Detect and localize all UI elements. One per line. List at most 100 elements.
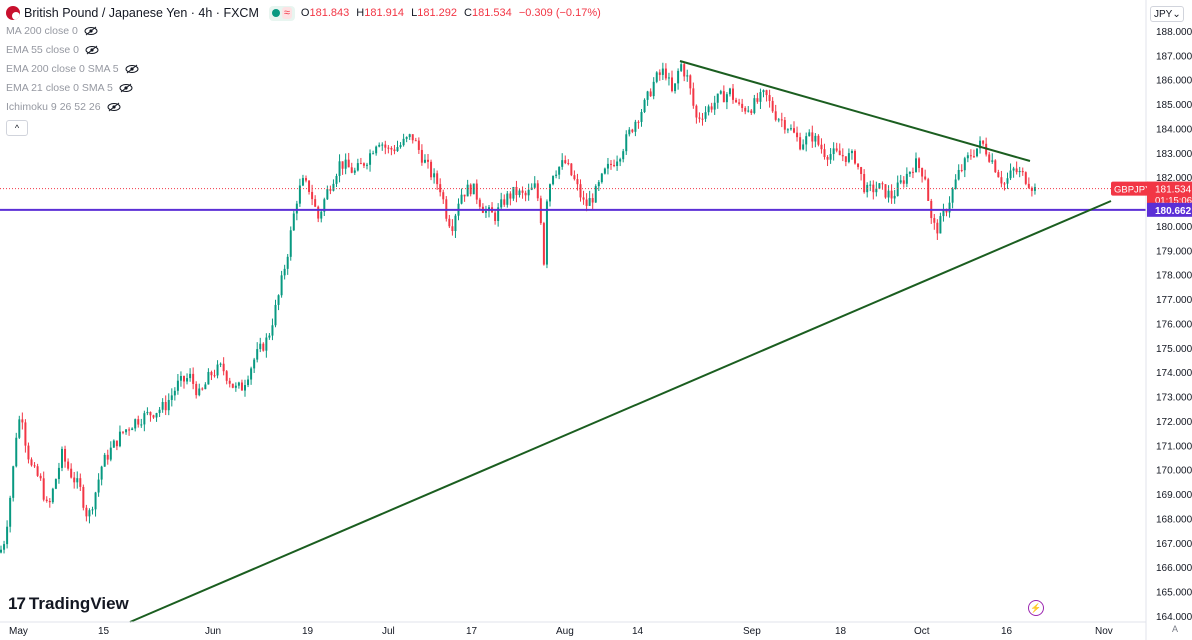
currency-label: JPY	[1154, 8, 1173, 20]
price-tick-label: 184.000	[1156, 124, 1192, 135]
candle-body	[329, 189, 332, 191]
candle-body	[890, 190, 893, 199]
price-axis-bg	[1146, 0, 1192, 640]
candle-body	[841, 155, 844, 157]
candle-body	[27, 445, 30, 460]
price-tick-label: 164.000	[1156, 612, 1192, 623]
candle-body	[271, 325, 274, 336]
candle-body	[887, 190, 890, 198]
candle-body	[963, 158, 966, 171]
chevron-down-icon: ⌄	[1172, 8, 1181, 20]
lightning-icon[interactable]: ⚡	[1028, 600, 1044, 616]
candle-body	[67, 461, 70, 469]
currency-selector[interactable]: JPY ⌄	[1150, 6, 1184, 22]
price-tick-label: 178.000	[1156, 271, 1192, 282]
price-tick-label: 169.000	[1156, 490, 1192, 501]
candle-body	[649, 91, 652, 97]
hidden-eye-icon[interactable]	[125, 64, 139, 74]
candle-body	[57, 467, 60, 480]
candle-body	[323, 199, 326, 212]
candle-body	[152, 415, 155, 418]
candle-body	[36, 466, 39, 476]
candle-body	[204, 384, 207, 390]
open-value: 181.843	[309, 7, 350, 19]
candle-body	[125, 429, 128, 433]
candle-body	[399, 145, 402, 148]
candle-body	[30, 459, 33, 466]
candle-body	[277, 295, 280, 305]
candle-body	[366, 164, 368, 166]
hline-price-tag: 180.662	[1155, 206, 1192, 217]
candle-body	[231, 383, 234, 388]
hidden-eye-icon[interactable]	[85, 45, 99, 55]
candle-body	[628, 129, 631, 135]
candle-body	[497, 207, 500, 221]
candle-body	[655, 72, 658, 82]
candle-body	[442, 192, 445, 200]
candle-body	[762, 90, 765, 93]
price-tick-label: 185.000	[1156, 100, 1192, 111]
candle-body	[735, 99, 738, 103]
candle-body	[1027, 183, 1030, 188]
candle-body	[384, 144, 387, 148]
candle-body	[857, 163, 860, 168]
candle-body	[924, 176, 927, 180]
price-tick-label: 186.000	[1156, 76, 1192, 87]
candle-body	[73, 477, 76, 483]
candle-body	[308, 180, 311, 192]
candle-body	[265, 337, 268, 351]
candle-body	[701, 118, 704, 120]
symbol-title[interactable]: British Pound / Japanese Yen · 4h · FXCM	[24, 6, 259, 20]
candle-body	[192, 373, 195, 384]
candle-body	[372, 153, 375, 155]
candle-body	[969, 155, 972, 157]
indicator-row[interactable]: Ichimoku 9 26 52 26	[6, 97, 605, 116]
candle-body	[600, 173, 603, 183]
candle-body	[280, 275, 283, 296]
hidden-eye-icon[interactable]	[119, 83, 133, 93]
indicator-row[interactable]: EMA 21 close 0 SMA 5	[6, 78, 605, 97]
candle-body	[39, 475, 42, 479]
auto-scale-button[interactable]: A	[1172, 624, 1179, 634]
candle-body	[564, 160, 567, 164]
market-status-badge[interactable]: ≈	[268, 5, 295, 21]
candle-body	[622, 151, 625, 160]
candle-body	[451, 226, 454, 232]
candle-body	[948, 202, 951, 213]
candle-body	[0, 549, 2, 553]
hidden-eye-icon[interactable]	[84, 26, 98, 36]
candle-body	[640, 111, 643, 122]
indicator-row[interactable]: EMA 200 close 0 SMA 5	[6, 60, 605, 79]
hidden-eye-icon[interactable]	[107, 102, 121, 112]
candle-body	[18, 419, 21, 438]
candle-body	[658, 72, 661, 75]
candle-body	[338, 161, 341, 176]
ohlc-values: O181.843 H181.914 L181.292 C181.534 −0.3…	[301, 7, 605, 19]
candle-body	[195, 383, 198, 396]
candle-body	[661, 68, 664, 75]
last-price-tag: 181.534	[1155, 185, 1192, 196]
collapse-legend-button[interactable]: ^	[6, 119, 28, 136]
candle-body	[933, 218, 936, 223]
candle-body	[61, 448, 63, 468]
candle-body	[719, 91, 722, 94]
candle-body	[573, 175, 576, 180]
candle-body	[131, 428, 134, 431]
candle-body	[362, 163, 365, 166]
open-key: O	[300, 7, 310, 19]
candle-body	[805, 136, 808, 145]
candle-body	[122, 431, 124, 433]
indicator-row[interactable]: EMA 55 close 0	[6, 41, 605, 60]
candle-body	[1012, 168, 1015, 171]
candle-body	[433, 173, 436, 178]
candle-body	[390, 147, 393, 150]
indicator-row[interactable]: MA 200 close 0	[6, 22, 605, 41]
candle-body	[237, 382, 240, 386]
tradingview-logo[interactable]: 17 TradingView	[8, 594, 129, 614]
candle-body	[619, 159, 622, 162]
candle-body	[326, 189, 329, 200]
price-tick-label: 168.000	[1156, 514, 1192, 525]
candle-body	[268, 335, 271, 338]
candle-body	[606, 163, 609, 169]
